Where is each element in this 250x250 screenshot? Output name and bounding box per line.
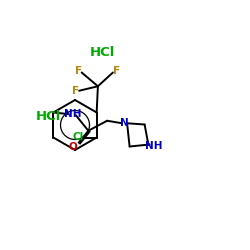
Text: Cl: Cl	[73, 132, 84, 142]
Text: F: F	[112, 66, 120, 76]
Text: N: N	[120, 118, 129, 128]
Text: F: F	[72, 86, 80, 96]
Text: O: O	[68, 142, 77, 152]
Text: F: F	[75, 66, 82, 76]
Text: NH: NH	[145, 141, 162, 151]
Text: NH: NH	[64, 109, 82, 119]
Text: HCl: HCl	[90, 46, 115, 59]
Text: HCl: HCl	[36, 110, 62, 123]
